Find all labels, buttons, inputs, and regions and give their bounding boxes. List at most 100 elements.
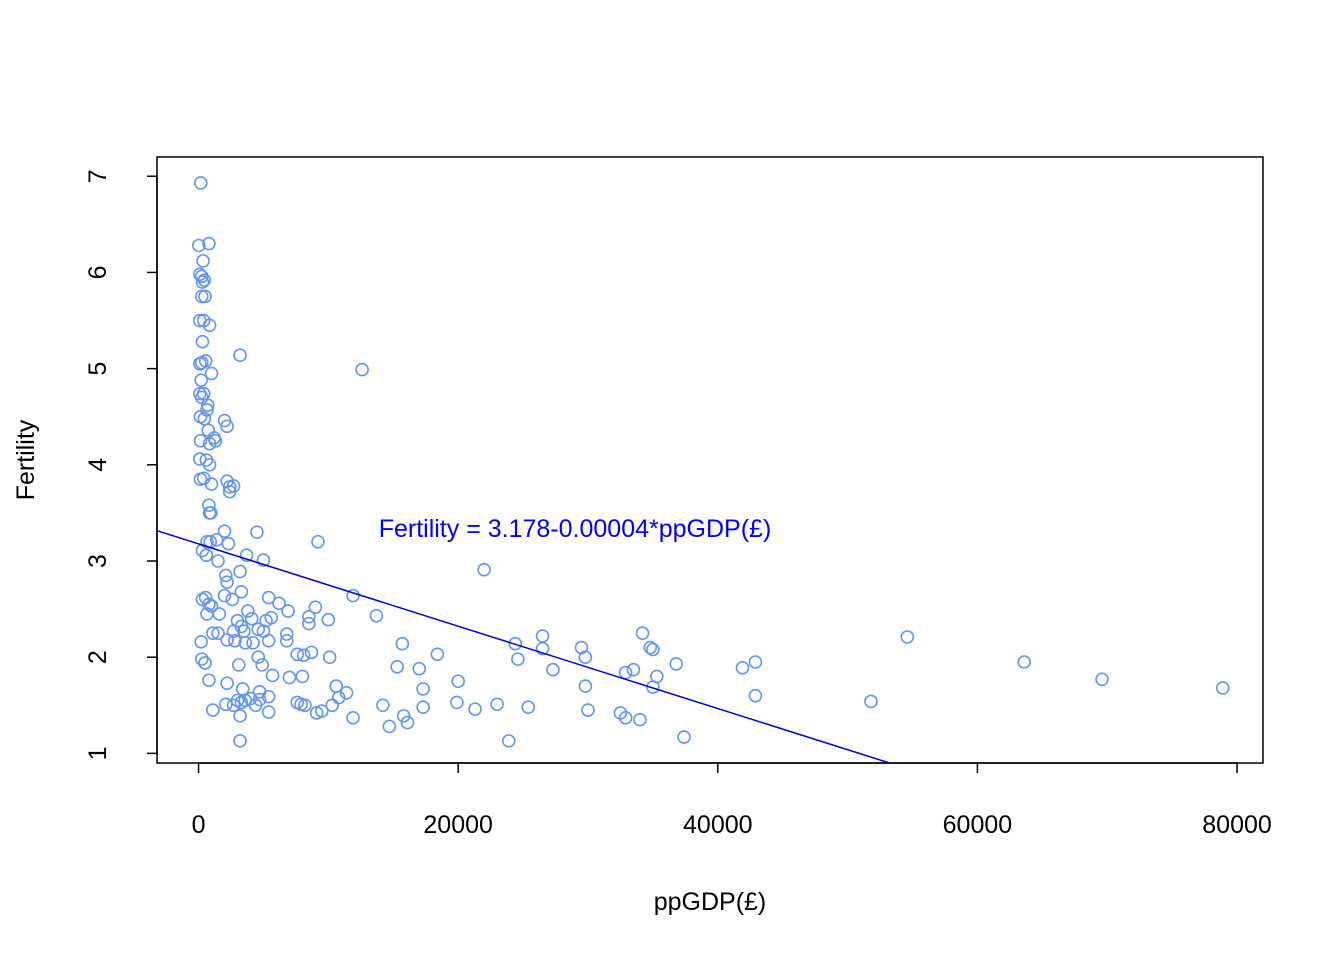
data-point	[1095, 672, 1109, 687]
data-point	[194, 373, 208, 387]
regression-line	[156, 529, 890, 764]
data-point	[194, 634, 208, 649]
data-point	[220, 633, 234, 647]
data-point	[311, 534, 325, 549]
data-point	[430, 647, 445, 662]
data-point	[193, 176, 208, 190]
data-point	[521, 700, 536, 715]
data-point	[451, 674, 465, 689]
data-point	[197, 411, 212, 426]
data-point	[626, 662, 641, 677]
data-point	[578, 650, 593, 664]
data-point	[261, 689, 276, 704]
data-point	[219, 568, 233, 583]
data-point	[581, 703, 595, 717]
data-point	[376, 698, 390, 713]
data-point	[194, 390, 209, 405]
data-point	[193, 452, 207, 466]
data-point	[212, 607, 227, 621]
data-point	[282, 670, 297, 685]
data-point	[900, 630, 915, 644]
data-point	[195, 275, 210, 289]
data-point	[196, 254, 210, 268]
data-point	[202, 458, 217, 472]
data-points	[191, 176, 1230, 748]
data-point	[646, 642, 660, 657]
data-point	[202, 498, 216, 513]
data-point	[321, 612, 336, 627]
data-point	[198, 289, 212, 304]
data-point	[382, 719, 397, 734]
data-point	[396, 709, 411, 723]
data-point	[244, 611, 259, 626]
data-point	[225, 592, 240, 607]
data-point	[233, 709, 247, 723]
data-point	[400, 715, 415, 730]
data-point	[233, 564, 247, 579]
data-point	[315, 704, 329, 718]
y-tick-label: 6	[84, 265, 112, 279]
data-point	[200, 398, 215, 412]
data-point	[220, 419, 234, 434]
data-point	[261, 705, 276, 719]
data-point	[221, 536, 236, 551]
data-point	[298, 698, 312, 713]
data-point	[369, 609, 384, 623]
x-tick-label: 60000	[943, 811, 1013, 839]
plot-frame	[156, 156, 1264, 764]
data-point	[191, 238, 206, 253]
data-point	[234, 584, 249, 599]
data-point	[233, 734, 247, 748]
data-point	[220, 676, 234, 690]
data-point	[250, 525, 264, 539]
data-point	[204, 366, 219, 381]
data-point	[197, 273, 212, 287]
data-point	[355, 362, 369, 377]
data-point	[226, 698, 241, 713]
data-point	[220, 575, 234, 589]
data-point	[261, 634, 276, 648]
x-tick-label: 40000	[683, 811, 753, 839]
data-point	[290, 647, 304, 662]
data-point	[669, 657, 684, 671]
data-point	[450, 695, 464, 710]
data-point	[535, 641, 550, 656]
data-point	[304, 645, 319, 660]
data-point	[646, 680, 660, 694]
data-point	[748, 688, 763, 703]
data-point	[241, 604, 255, 618]
data-point	[256, 553, 271, 567]
data-point	[535, 629, 550, 643]
y-tick-label: 4	[84, 458, 112, 472]
data-point	[211, 554, 225, 568]
data-point	[322, 650, 337, 664]
regression-line-group	[156, 529, 890, 764]
data-point	[219, 697, 233, 712]
data-point	[206, 626, 220, 640]
x-axis: 0 20000 40000 60000 80000	[192, 762, 1272, 839]
y-tick-label: 2	[84, 650, 112, 664]
data-point	[217, 588, 232, 603]
data-point	[748, 655, 763, 669]
data-point	[677, 730, 691, 744]
data-point	[468, 702, 482, 716]
regression-equation: Fertility = 3.178-0.00004*ppGDP(£)	[379, 515, 772, 543]
y-axis: 1 2 3 4 5 6 7	[84, 169, 158, 760]
y-tick-label: 5	[84, 362, 112, 376]
data-point	[346, 710, 360, 725]
data-point	[194, 269, 209, 284]
data-point	[302, 609, 316, 624]
data-point	[202, 236, 216, 251]
data-point	[308, 600, 323, 614]
data-point	[643, 640, 658, 655]
data-point	[198, 590, 213, 605]
x-tick-label: 20000	[423, 811, 493, 839]
data-point	[204, 506, 218, 520]
data-point	[206, 703, 220, 717]
data-point	[416, 682, 430, 696]
data-point	[281, 604, 295, 618]
data-point	[226, 624, 241, 639]
data-point	[202, 318, 217, 333]
y-tick-label: 7	[84, 169, 112, 183]
